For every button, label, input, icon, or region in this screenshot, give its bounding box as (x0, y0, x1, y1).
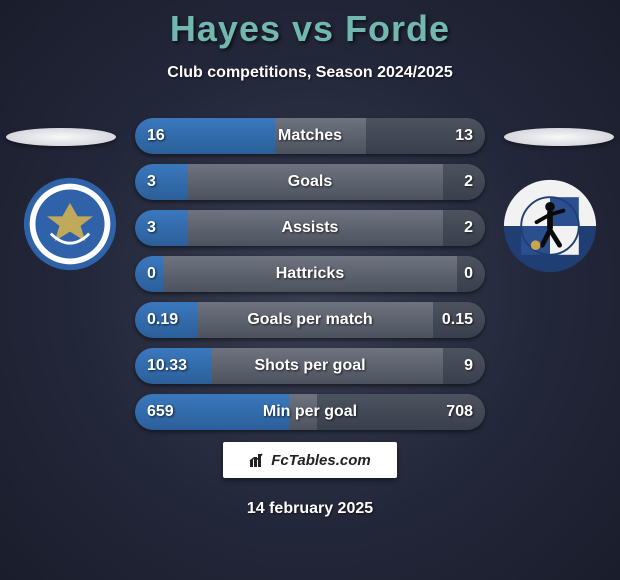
stat-row: 0.190.15Goals per match (135, 302, 485, 338)
brand-icon (249, 452, 267, 468)
stat-row: 1613Matches (135, 118, 485, 154)
stat-label: Goals (135, 164, 485, 200)
stat-row: 00Hattricks (135, 256, 485, 292)
brand-text: FcTables.com (271, 452, 370, 469)
club-badge-right (502, 178, 598, 274)
club-badge-left (22, 176, 118, 272)
brand-tag: FcTables.com (223, 442, 397, 478)
stat-row: 32Goals (135, 164, 485, 200)
date-text: 14 february 2025 (0, 500, 620, 518)
page-title: Hayes vs Forde (0, 0, 620, 50)
stat-row: 10.339Shots per goal (135, 348, 485, 384)
title-vs: vs (292, 8, 345, 49)
title-left: Hayes (170, 8, 281, 49)
left-disc (6, 128, 116, 146)
stat-row: 659708Min per goal (135, 394, 485, 430)
stat-label: Min per goal (135, 394, 485, 430)
club-badge-left-icon (22, 176, 118, 272)
stat-label: Hattricks (135, 256, 485, 292)
stat-label: Matches (135, 118, 485, 154)
right-disc (504, 128, 614, 146)
club-badge-right-icon (502, 178, 598, 274)
stat-label: Shots per goal (135, 348, 485, 384)
stat-label: Goals per match (135, 302, 485, 338)
stats-table: 1613Matches 32Goals 32Assists 00Hattricks 0.… (135, 118, 485, 440)
stat-row: 32Assists (135, 210, 485, 246)
subtitle: Club competitions, Season 2024/2025 (0, 64, 620, 82)
stat-label: Assists (135, 210, 485, 246)
title-right: Forde (345, 8, 450, 49)
